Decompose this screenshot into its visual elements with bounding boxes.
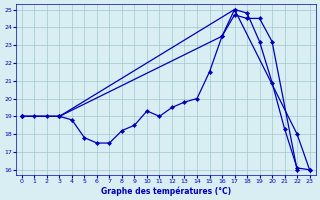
X-axis label: Graphe des températures (°C): Graphe des températures (°C) (101, 186, 231, 196)
